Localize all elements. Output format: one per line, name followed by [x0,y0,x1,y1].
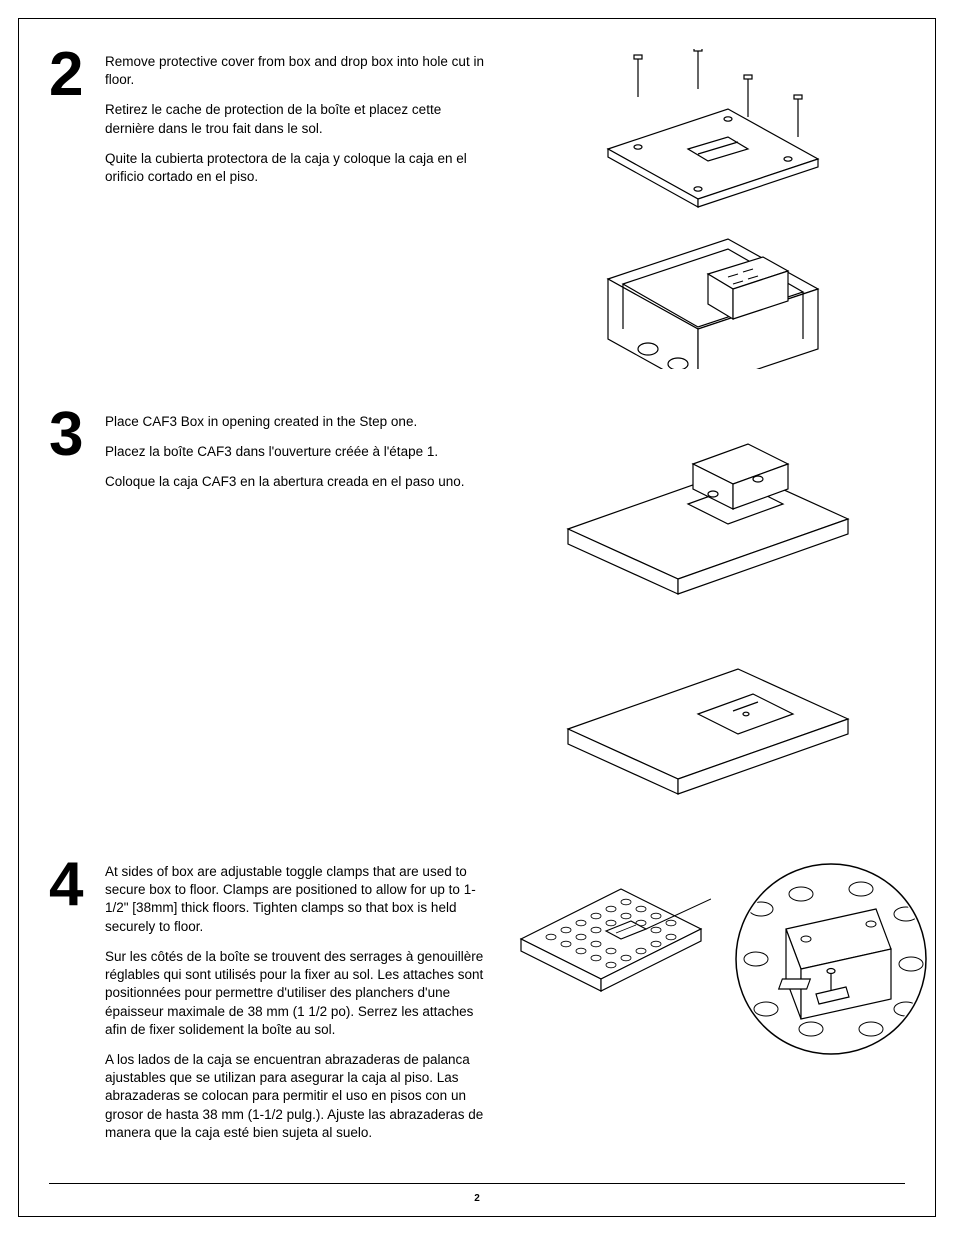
page-footer: 2 [19,1183,935,1206]
floor-flush-icon [558,629,858,809]
step-4-es: A los lados de la caja se encuentran abr… [105,1051,491,1142]
step-4-diagram-detail [731,859,931,1059]
step-2: 2 Remove protective cover from box and d… [49,49,905,389]
step-number-4: 4 [49,859,101,912]
step-3: 3 Place CAF3 Box in opening created in t… [49,409,905,839]
step-3-diagram-top [558,409,858,609]
step-3-en: Place CAF3 Box in opening created in the… [105,413,491,431]
clamp-detail-icon [731,859,931,1059]
page-frame: 2 Remove protective cover from box and d… [18,18,936,1217]
exploded-box-icon [578,49,838,369]
step-4: 4 At sides of box are adjustable toggle … [49,859,905,1154]
floor-with-box-icon [558,409,858,609]
grille-box-icon [511,859,711,1019]
step-4-text: At sides of box are adjustable toggle cl… [101,859,491,1154]
step-4-en: At sides of box are adjustable toggle cl… [105,863,491,936]
step-4-diagram-left [511,859,711,1019]
step-3-illustrations [491,409,905,809]
step-2-es: Quite la cubierta protectora de la caja … [105,150,491,186]
page-number: 2 [474,1193,480,1204]
step-2-fr: Retirez le cache de protection de la boî… [105,101,491,137]
step-2-illustrations [491,49,905,369]
step-3-es: Coloque la caja CAF3 en la abertura crea… [105,473,491,491]
step-3-text: Place CAF3 Box in opening created in the… [101,409,491,504]
step-4-fr: Sur les côtés de la boîte se trouvent de… [105,948,491,1039]
step-2-text: Remove protective cover from box and dro… [101,49,491,198]
step-4-illustrations [491,859,931,1059]
step-3-fr: Placez la boîte CAF3 dans l'ouverture cr… [105,443,491,461]
step-number-3: 3 [49,409,101,462]
step-number-2: 2 [49,49,101,102]
step-3-diagram-bottom [558,629,858,809]
step-2-diagram [578,49,838,369]
footer-rule [49,1183,905,1184]
step-2-en: Remove protective cover from box and dro… [105,53,491,89]
